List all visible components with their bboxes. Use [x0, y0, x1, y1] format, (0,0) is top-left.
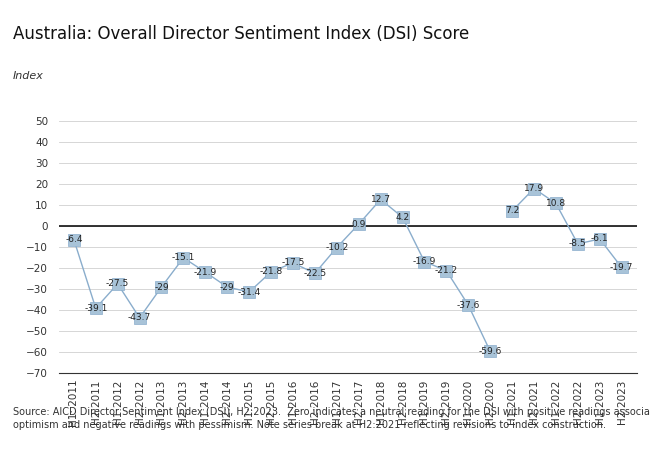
Text: -8.5: -8.5 — [569, 239, 587, 248]
Text: Index: Index — [13, 71, 44, 81]
Text: -31.4: -31.4 — [237, 288, 261, 297]
Text: 0.9: 0.9 — [352, 220, 366, 229]
Text: 12.7: 12.7 — [370, 195, 391, 204]
Text: -29: -29 — [154, 283, 169, 292]
Text: 7.2: 7.2 — [505, 207, 519, 216]
Text: -59.6: -59.6 — [478, 347, 502, 356]
Text: -27.5: -27.5 — [106, 279, 129, 288]
Text: 4.2: 4.2 — [395, 213, 410, 222]
Text: -21.8: -21.8 — [259, 268, 283, 276]
Text: 17.9: 17.9 — [524, 184, 544, 193]
Text: -19.7: -19.7 — [610, 263, 633, 272]
Text: -29: -29 — [220, 283, 235, 292]
Text: 10.8: 10.8 — [546, 199, 566, 208]
Text: -39.1: -39.1 — [84, 303, 107, 313]
Text: -6.4: -6.4 — [65, 235, 83, 244]
Text: -21.9: -21.9 — [194, 268, 217, 277]
Text: -21.2: -21.2 — [435, 266, 458, 275]
Text: Source: AICD Director Sentiment Index (DSI), H2:2023.  Zero indicates a neutral : Source: AICD Director Sentiment Index (D… — [13, 407, 650, 430]
Text: -43.7: -43.7 — [128, 313, 151, 323]
Text: -37.6: -37.6 — [456, 301, 480, 309]
Text: -17.5: -17.5 — [281, 258, 305, 268]
Text: -15.1: -15.1 — [172, 253, 195, 263]
Text: -22.5: -22.5 — [304, 269, 326, 278]
Text: -6.1: -6.1 — [591, 234, 608, 243]
Text: Australia: Overall Director Sentiment Index (DSI) Score: Australia: Overall Director Sentiment In… — [13, 25, 469, 43]
Text: -10.2: -10.2 — [325, 243, 348, 252]
Text: -16.9: -16.9 — [413, 257, 436, 266]
